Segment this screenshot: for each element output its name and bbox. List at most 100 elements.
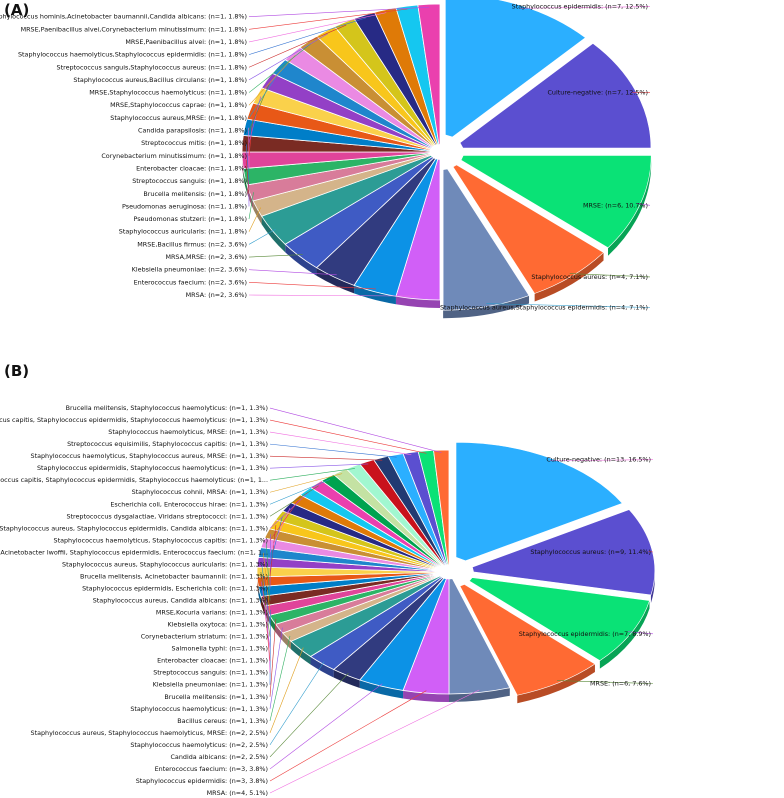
leader-line xyxy=(269,534,271,589)
slice-side xyxy=(290,641,311,665)
pie-slice[interactable] xyxy=(459,584,596,696)
slice-label: Staphylococcus haemolyticus, Staphylococ… xyxy=(54,536,268,544)
slice-label: Staphylococcus aureus,Bacillus circulans… xyxy=(73,76,247,84)
leader-line xyxy=(261,562,271,625)
slice-label: MRSE,Paenibacillus alvei,Corynebacterium… xyxy=(21,25,247,33)
slice-label: MRSA: (n=4, 5.1%) xyxy=(207,789,268,797)
leader-line xyxy=(248,55,296,106)
slice-side xyxy=(395,296,440,308)
leader-line xyxy=(569,273,651,278)
slice-label: Staphylococcus aureus, Staphylococcus ep… xyxy=(0,524,268,532)
pie-slice[interactable] xyxy=(452,164,605,294)
leader-line xyxy=(269,492,309,529)
leader-line xyxy=(260,571,271,637)
slice-label: Streptococcus equisimilis, Staphylococcu… xyxy=(67,440,268,448)
pie-slice[interactable] xyxy=(442,168,530,311)
leader-line xyxy=(248,269,337,276)
leader-line xyxy=(486,303,651,308)
slice-label: Staphylococcus epidermidis, Staphylococc… xyxy=(37,464,268,472)
slice-label: Escherichia coli, Enterococcus hirae: (n… xyxy=(110,500,268,508)
slice-label: Staphylococcus aureus, Candida albicans:… xyxy=(93,597,268,605)
leader-line xyxy=(248,96,262,144)
slice-label: Staphylococcus aureus,Staphylococcus epi… xyxy=(440,303,648,311)
leader-line xyxy=(248,207,262,232)
leader-line xyxy=(269,419,427,454)
leader-line xyxy=(627,631,654,635)
leader-line xyxy=(269,635,291,721)
panel-a-pie-chart: (A) Staphylococcus epidermidis: (n=7, 12… xyxy=(0,0,652,319)
slice-label: Staphylococcus haemolyticus: (n=2, 2.5%) xyxy=(130,741,268,749)
slice-label: MRSA,MRSE: (n=2, 3.6%) xyxy=(165,253,247,261)
slice-label: Enterobacter cloacae: (n=1, 1.3%) xyxy=(157,657,268,665)
slice-label: Staphylococcus epidermidis: (n=3, 3.8%) xyxy=(136,777,268,785)
pie-slice[interactable] xyxy=(460,155,652,249)
slice-label: MRSE,Bacillus firmus: (n=2, 3.6%) xyxy=(137,240,247,248)
leader-line xyxy=(269,627,283,709)
slice-label: Klebsiella pneumoniae: (n=1, 1.3%) xyxy=(153,681,268,689)
leader-line xyxy=(269,443,397,458)
slice-label: Enterococcus faecium: (n=2, 3.6%) xyxy=(134,278,247,286)
slice-label: Staphylococcus aureus: (n=4, 7.1%) xyxy=(531,273,648,281)
slice-side xyxy=(282,633,291,650)
slice-label: Staphylococcus epidermidis: (n=7, 8.9%) xyxy=(519,630,651,638)
slice-side xyxy=(354,285,396,305)
slice-label: Culture-negative: (n=7, 12.5%) xyxy=(547,88,648,96)
leader-line xyxy=(248,81,271,131)
slice-label: MRSE,Staphylococcus haemolyticus: (n=1, … xyxy=(89,89,247,97)
slice-side xyxy=(403,690,449,702)
leader-line xyxy=(269,479,331,505)
leader-line xyxy=(248,17,366,55)
slice-label: Culture-negative: (n=13, 16.5%) xyxy=(546,456,651,464)
slice-label: Acinetobacter lwoffii, Staphylococcus ep… xyxy=(0,548,268,556)
slice-side xyxy=(333,669,360,689)
slice-side xyxy=(260,596,265,614)
leader-line xyxy=(269,618,277,697)
slice-side xyxy=(310,656,334,678)
slice-side xyxy=(253,200,262,225)
leader-line xyxy=(519,6,651,9)
slice-side xyxy=(534,252,604,302)
slice-label: Enterococcus faecium: (n=3, 3.8%) xyxy=(155,765,268,773)
leader-line xyxy=(648,551,654,553)
slice-label: Staphylococcus epidermidis: (n=7, 12.5%) xyxy=(512,3,648,11)
slice-label: Brucella melitensis: (n=1, 1.3%) xyxy=(164,693,268,701)
slice-label: Candida albicans: (n=2, 2.5%) xyxy=(170,753,268,761)
leader-line xyxy=(248,254,303,258)
slice-label: Staphylococcus aureus,MRSE: (n=1, 1.8%) xyxy=(110,114,247,122)
slice-side xyxy=(517,664,595,704)
slice-label: Streptococcus sanguis: (n=1, 1.3%) xyxy=(153,669,268,677)
slice-side xyxy=(359,680,404,699)
leader-line xyxy=(266,543,271,601)
slice-label: Staphylococcus haemolyticus, MRSE: (n=1,… xyxy=(108,428,268,436)
slice-side xyxy=(449,687,510,702)
leader-line xyxy=(269,689,480,794)
slice-label: Streptococcus sanguis,Staphylococcus aur… xyxy=(57,63,247,71)
pie-slice[interactable] xyxy=(417,3,441,145)
slice-label: Klebsiella pneumoniae: (n=2, 3.6%) xyxy=(132,266,247,274)
leader-line xyxy=(248,67,282,119)
leader-line xyxy=(269,516,283,565)
slice-label: Brucella melitensis, Acinetobacter bauma… xyxy=(80,572,268,580)
pie-slice[interactable] xyxy=(468,577,650,662)
slice-label: Staphylococcus capitis, Staphylococcus e… xyxy=(0,416,268,424)
slice-side xyxy=(285,244,317,276)
panel-a-label: (A) xyxy=(4,1,29,19)
leader-line xyxy=(248,294,419,297)
pie-slice[interactable] xyxy=(459,42,652,149)
leader-line xyxy=(636,203,651,206)
slice-label: Staphylococcus epidermidis, Escherichia … xyxy=(82,584,268,592)
slice-label: Salmonella typhi: (n=1, 1.3%) xyxy=(172,645,268,653)
slice-side xyxy=(650,570,655,603)
slice-side xyxy=(608,155,652,256)
leader-line xyxy=(269,683,383,770)
leader-line xyxy=(269,431,412,456)
slice-label: Bacillus cereus: (n=1, 1.3%) xyxy=(177,717,268,725)
leader-line xyxy=(248,33,328,81)
pie-slice[interactable] xyxy=(471,509,656,596)
leader-line xyxy=(269,500,299,541)
leader-line xyxy=(269,672,349,758)
slice-label: MRSA: (n=2, 3.6%) xyxy=(186,291,247,299)
slice-label: Pseudomonas stutzeri: (n=1, 1.8%) xyxy=(133,215,247,223)
pie-slice[interactable] xyxy=(445,0,586,138)
slice-side xyxy=(269,615,276,633)
